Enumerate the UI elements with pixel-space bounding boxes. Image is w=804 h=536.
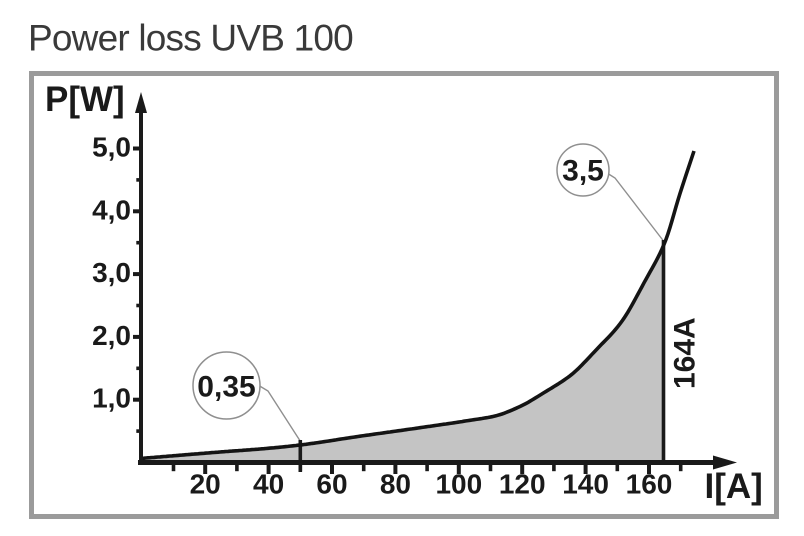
- svg-text:140: 140: [562, 469, 609, 500]
- svg-text:40: 40: [253, 469, 284, 500]
- svg-text:60: 60: [316, 469, 347, 500]
- svg-text:120: 120: [499, 469, 546, 500]
- svg-text:100: 100: [435, 469, 482, 500]
- svg-text:80: 80: [380, 469, 411, 500]
- svg-text:5,0: 5,0: [92, 132, 131, 163]
- svg-text:160: 160: [626, 469, 673, 500]
- svg-text:I[A]: I[A]: [705, 467, 763, 506]
- svg-text:20: 20: [190, 469, 221, 500]
- svg-text:4,0: 4,0: [92, 194, 131, 225]
- svg-text:Power loss UVB 100: Power loss UVB 100: [28, 18, 353, 59]
- svg-text:3,0: 3,0: [92, 257, 131, 288]
- svg-text:1,0: 1,0: [92, 383, 131, 414]
- svg-text:164A: 164A: [669, 317, 702, 389]
- svg-text:0,35: 0,35: [197, 370, 255, 403]
- svg-text:P[W]: P[W]: [45, 80, 125, 119]
- svg-text:3,5: 3,5: [562, 154, 604, 187]
- svg-text:2,0: 2,0: [92, 320, 131, 351]
